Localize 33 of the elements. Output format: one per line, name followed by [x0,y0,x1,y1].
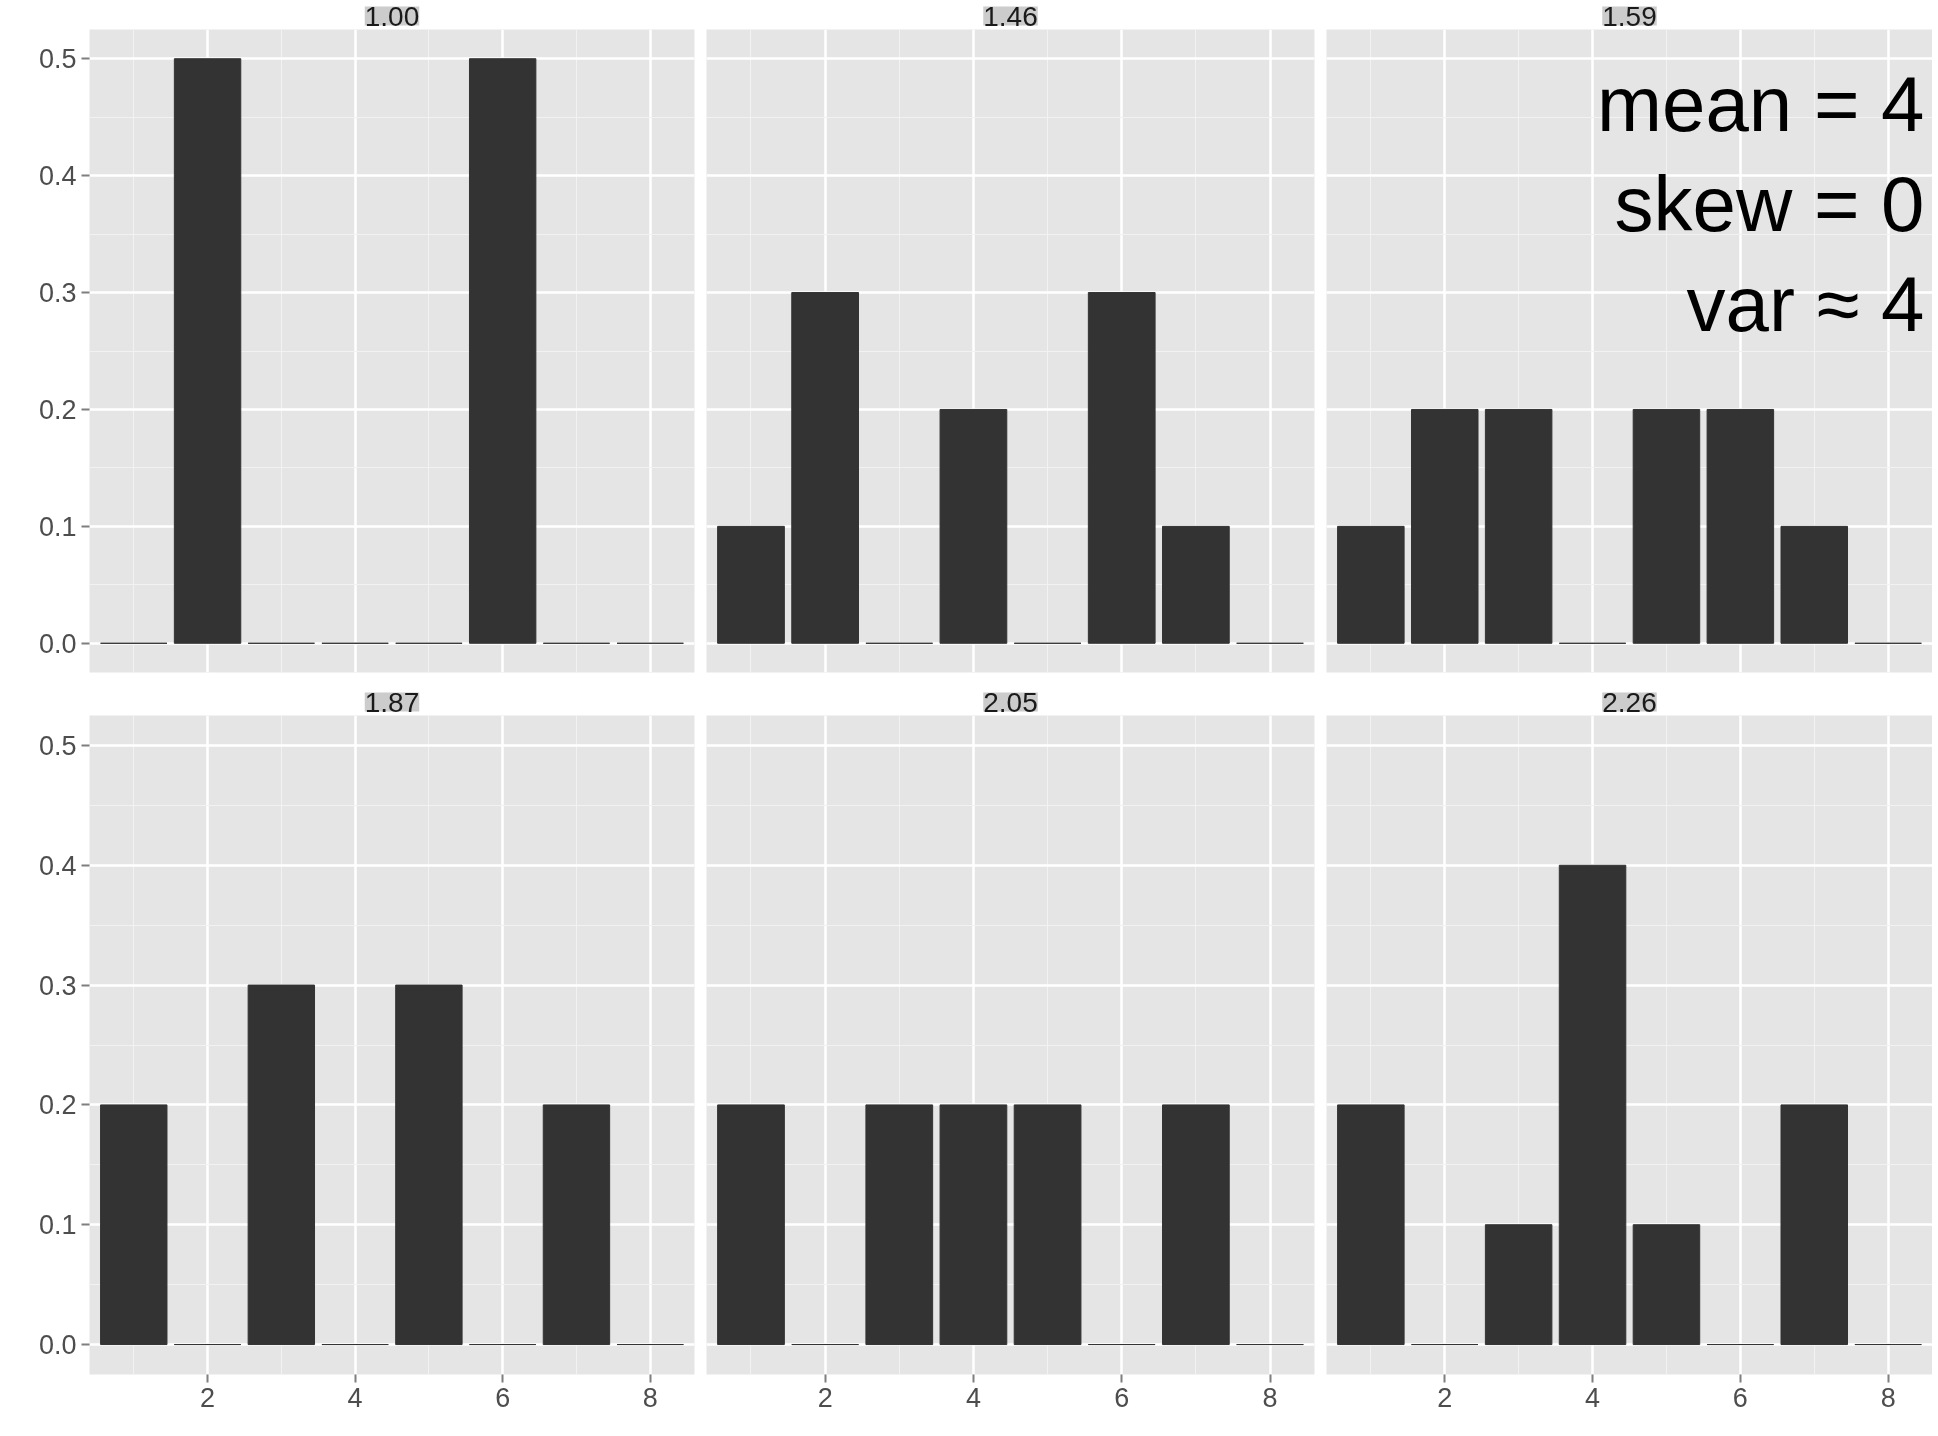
y-tick-label: 0.5 [38,730,77,761]
x-tick-label: 4 [1585,1382,1601,1413]
x-tick-label: 6 [1114,1382,1130,1413]
chart-title: 1.46 [983,0,1038,32]
x-tick-label: 8 [1880,1382,1896,1413]
y-tick-label: 0.5 [38,44,77,75]
y-tick-label: 0.2 [38,394,77,425]
x-tick-label: 8 [1262,1382,1278,1413]
x-tick-label: 6 [1732,1382,1748,1413]
y-tick-label: 0.1 [38,511,77,542]
y-tick-label: 0.0 [38,628,77,659]
y-tick-label: 0.1 [38,1210,77,1241]
x-tick-label: 6 [495,1382,511,1413]
y-tick-label: 0.3 [38,278,77,309]
y-tick-label: 0.4 [38,161,77,192]
x-tick-label: 2 [1437,1382,1453,1413]
chart-title: 2.26 [1602,686,1657,718]
chart-title: 1.00 [364,0,420,32]
chart-title: 1.87 [364,686,420,718]
x-tick-label: 4 [965,1382,981,1413]
chart-title: 2.05 [983,686,1038,718]
x-tick-label: 8 [642,1382,658,1413]
annotation: mean = 4 [1597,59,1925,148]
annotation: skew = 0 [1614,159,1925,248]
x-tick-label: 4 [347,1382,363,1413]
annotation: var ≈ 4 [1686,259,1925,348]
y-tick-label: 0.2 [38,1090,77,1121]
x-tick-label: 2 [817,1382,833,1413]
chart-title: 1.59 [1602,0,1657,32]
x-tick-label: 2 [200,1382,216,1413]
y-tick-label: 0.0 [38,1330,77,1361]
y-tick-label: 0.3 [38,970,77,1001]
y-tick-label: 0.4 [38,850,77,881]
